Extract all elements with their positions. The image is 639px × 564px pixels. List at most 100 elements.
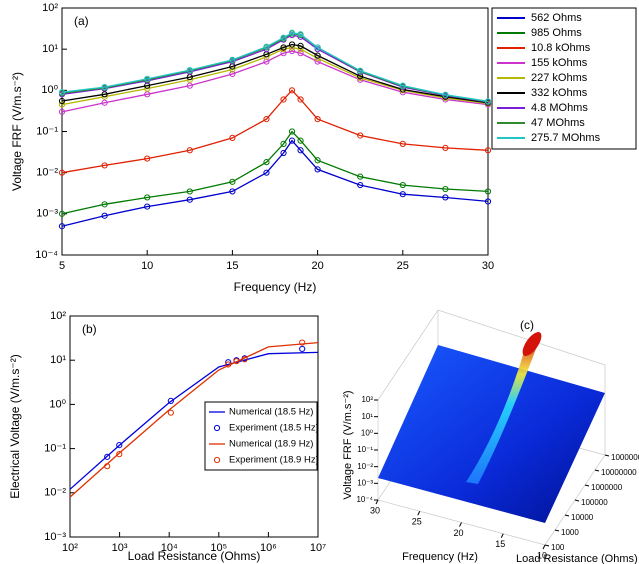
- data-point: [58, 97, 66, 105]
- data-point: [484, 98, 492, 105]
- data-point: [186, 196, 193, 203]
- data-point: [225, 359, 232, 366]
- x-tick-label: 10³: [112, 542, 128, 554]
- data-point: [357, 67, 364, 74]
- legend-label: 47 MOhms: [531, 117, 585, 129]
- y-tick: [554, 529, 560, 532]
- y-tick-label: 100: [551, 543, 565, 552]
- data-point: [101, 99, 108, 106]
- x-tick: [459, 522, 462, 527]
- legend-label: Numerical (18.5 Hz): [229, 407, 313, 418]
- z-tick-label: 10²: [361, 395, 373, 404]
- y-tick-label: 10⁻¹: [36, 125, 58, 137]
- data-point: [297, 147, 304, 154]
- x-axis-label: Load Resistance (Ohms): [128, 549, 261, 563]
- data-point: [314, 157, 321, 164]
- x-tick-label: 10²: [62, 542, 78, 554]
- data-point: [263, 159, 270, 166]
- data-point: [144, 155, 151, 162]
- y-tick-label: 1000000: [591, 483, 623, 492]
- y-tick: [564, 514, 570, 517]
- legend-box: [204, 401, 318, 471]
- data-point: [101, 212, 108, 219]
- data-point: [314, 166, 321, 173]
- data-point: [297, 42, 304, 50]
- z-tick-label: 10¹: [361, 412, 373, 421]
- data-point: [186, 67, 193, 74]
- y-tick: [544, 544, 550, 547]
- data-point: [399, 181, 406, 189]
- series-line: [61, 130, 489, 215]
- data-point: [442, 194, 449, 201]
- data-point: [144, 75, 151, 82]
- legend-label: 4.8 MOhms: [531, 102, 588, 114]
- panel-label: (c): [520, 318, 534, 332]
- y-tick-label: 10²: [42, 2, 58, 14]
- legend-label: 562 Ohms: [531, 12, 582, 24]
- data-point: [280, 149, 287, 157]
- data-point: [101, 162, 108, 169]
- z-tick-label: 10⁻³: [357, 478, 373, 487]
- y-tick-label: 10000000: [601, 468, 637, 477]
- x-tick-label: 10⁶: [260, 542, 277, 554]
- legend-label: 332 kOhms: [531, 87, 588, 99]
- data-point: [484, 188, 492, 195]
- data-point: [314, 116, 321, 123]
- legend-label: 275.7 MOhms: [531, 132, 601, 144]
- data-point: [58, 108, 66, 115]
- panel-label: (a): [74, 14, 89, 28]
- x-axis-label: Frequency (Hz): [234, 280, 317, 294]
- z-tick-label: 10⁰: [361, 428, 373, 437]
- x-tick-label: 20: [311, 260, 323, 272]
- legend-swatch: [213, 424, 221, 432]
- data-point: [297, 31, 304, 38]
- data-point: [299, 345, 306, 353]
- y-tick: [574, 499, 580, 502]
- data-point: [58, 169, 66, 176]
- series-line: [69, 341, 319, 498]
- y-tick-label: 10⁻⁴: [35, 249, 58, 261]
- x-tick: [417, 511, 421, 516]
- data-point: [263, 58, 270, 65]
- data-point: [104, 463, 111, 470]
- x-tick: [375, 499, 379, 505]
- x-tick-label: 25: [397, 260, 409, 272]
- data-point: [299, 339, 306, 346]
- series-line: [61, 89, 489, 174]
- y-tick-label: 1000: [561, 528, 579, 537]
- data-point: [116, 451, 123, 458]
- data-point: [229, 56, 236, 63]
- data-point: [357, 173, 364, 180]
- data-point: [116, 442, 123, 449]
- z-tick-label: 10⁻⁴: [356, 495, 373, 504]
- legend-label: 155 kOhms: [531, 57, 588, 69]
- x-tick-label: 10⁷: [310, 542, 326, 554]
- legend-label: 985 Ohms: [531, 27, 582, 39]
- x-tick-label: 20: [453, 528, 463, 538]
- x-tick-label: 25: [412, 517, 422, 527]
- data-point: [288, 47, 296, 55]
- data-point: [167, 397, 174, 405]
- y-tick: [604, 454, 610, 457]
- data-point: [442, 185, 449, 193]
- z-tick-label: 10⁻¹: [357, 445, 373, 454]
- data-point: [144, 194, 151, 201]
- data-point: [229, 188, 236, 195]
- data-point: [280, 34, 287, 41]
- data-point: [314, 44, 321, 51]
- x-tick-label: 15: [226, 260, 238, 272]
- data-point: [186, 188, 193, 195]
- data-point: [233, 358, 240, 365]
- x-tick: [500, 533, 504, 538]
- y-tick-label: 100000000: [611, 453, 639, 462]
- y-tick: [594, 469, 600, 472]
- series-line: [61, 46, 489, 106]
- series-line: [61, 32, 489, 102]
- legend-label: Experiment (18.9 Hz): [229, 455, 319, 466]
- data-point: [229, 134, 236, 141]
- data-point: [225, 361, 232, 368]
- x-tick-label: 10: [537, 550, 547, 560]
- legend-swatch: [213, 456, 221, 464]
- data-point: [288, 41, 296, 48]
